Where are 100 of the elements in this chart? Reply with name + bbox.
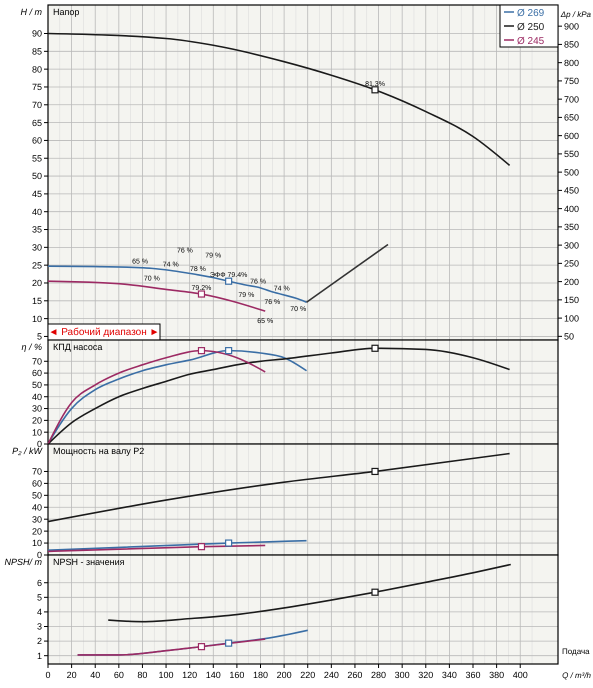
y2-tick-label: 450 bbox=[564, 186, 580, 196]
y-tick-label: 4 bbox=[36, 607, 42, 618]
chart-title: Напор bbox=[53, 7, 80, 17]
point bbox=[225, 278, 232, 285]
y2-tick-label: 350 bbox=[564, 222, 580, 232]
x-tick-label: 360 bbox=[465, 670, 481, 680]
y-tick-label: 30 bbox=[32, 242, 42, 252]
y-tick-label: 50 bbox=[32, 380, 42, 390]
x-tick-label: 140 bbox=[206, 670, 221, 680]
x-tick-label: 20 bbox=[66, 670, 77, 680]
annotation: ◄ Рабочий диапазон ► bbox=[48, 327, 160, 338]
y2-tick-label: 850 bbox=[564, 40, 580, 50]
y-axis-title: η / % bbox=[21, 342, 42, 352]
x-tick-label: 260 bbox=[347, 670, 362, 680]
y-tick-label: 1 bbox=[36, 650, 42, 661]
legend-label: Ø 250 bbox=[517, 22, 545, 33]
x-tick-label: 40 bbox=[90, 670, 100, 680]
y-tick-label: 90 bbox=[32, 28, 42, 39]
y-tick-label: 80 bbox=[32, 64, 42, 74]
y-tick-label: 45 bbox=[32, 189, 42, 200]
y-tick-label: 70 bbox=[32, 466, 42, 477]
point bbox=[225, 640, 232, 647]
y2-tick-label: 50 bbox=[564, 332, 574, 342]
y-tick-label: 25 bbox=[32, 260, 42, 270]
x-tick-label: 300 bbox=[394, 670, 410, 680]
x-tick-label: 180 bbox=[252, 670, 268, 680]
y-tick-label: 6 bbox=[36, 578, 42, 588]
y-tick-label: 70 bbox=[32, 356, 42, 366]
x-axis-title: Q / m³/h bbox=[562, 671, 592, 680]
text: Подача bbox=[562, 647, 590, 656]
y2-tick-label: 150 bbox=[564, 295, 580, 306]
x-tick-label: 280 bbox=[371, 670, 386, 680]
x-tick-label: 200 bbox=[276, 670, 292, 680]
point bbox=[371, 588, 379, 596]
y2-tick-label: 750 bbox=[564, 76, 580, 86]
line-series bbox=[47, 32, 510, 166]
legend-label: Ø 245 bbox=[517, 36, 545, 47]
y-tick-label: 75 bbox=[32, 82, 42, 92]
x-tick-label: 0 bbox=[45, 670, 51, 680]
y2-tick-label: 200 bbox=[564, 276, 580, 287]
y2-tick-label: 900 bbox=[564, 21, 580, 32]
y-axis-title: H / m bbox=[20, 7, 42, 17]
chart-title: Мощность на валу P2 bbox=[53, 446, 144, 456]
y2-tick-label: 300 bbox=[564, 240, 580, 250]
chart-title: NPSH - значения bbox=[53, 557, 125, 567]
y-tick-label: 55 bbox=[32, 153, 42, 164]
y2-tick-label: 100 bbox=[564, 313, 580, 324]
chart-title: КПД насоса bbox=[53, 342, 102, 352]
y2-tick-label: 500 bbox=[564, 167, 580, 178]
x-tick-label: 400 bbox=[512, 670, 528, 680]
y2-tick-label: 650 bbox=[564, 112, 580, 123]
point bbox=[225, 539, 232, 547]
y-tick-label: 60 bbox=[32, 368, 42, 378]
point bbox=[371, 86, 379, 94]
x-tick-label: 120 bbox=[182, 670, 198, 680]
y-tick-label: 10 bbox=[32, 427, 42, 438]
point bbox=[198, 643, 206, 650]
y-tick-label: 50 bbox=[32, 490, 42, 500]
line-series bbox=[76, 638, 266, 656]
x-tick-label: 60 bbox=[114, 670, 124, 680]
y-tick-label: 5 bbox=[36, 592, 42, 602]
x-tick-label: 100 bbox=[158, 670, 174, 680]
y-tick-label: 70 bbox=[32, 100, 42, 110]
y2-tick-label: 550 bbox=[564, 149, 580, 160]
y-tick-label: 20 bbox=[32, 526, 42, 536]
y2-tick-label: 700 bbox=[564, 94, 580, 104]
y2-tick-label: 600 bbox=[564, 130, 580, 141]
point bbox=[198, 543, 206, 550]
line-series bbox=[47, 265, 308, 304]
y-tick-label: 20 bbox=[32, 278, 42, 288]
y2-tick-label: 800 bbox=[564, 58, 580, 68]
y-tick-label: 5 bbox=[36, 332, 42, 342]
y-tick-label: 35 bbox=[32, 224, 42, 235]
y-tick-label: 10 bbox=[32, 314, 42, 324]
x-tick-label: 160 bbox=[229, 670, 244, 680]
y-tick-label: 40 bbox=[32, 206, 42, 217]
y-tick-label: 60 bbox=[32, 136, 42, 146]
line-series bbox=[47, 280, 266, 312]
line-series bbox=[107, 564, 512, 622]
y-tick-label: 60 bbox=[32, 478, 42, 489]
point bbox=[198, 290, 206, 298]
y2-tick-label: 250 bbox=[564, 258, 580, 269]
y-tick-label: 30 bbox=[32, 404, 42, 414]
y2-axis-title: Δp / kPa bbox=[560, 10, 592, 19]
point bbox=[371, 468, 379, 476]
x-tick-label: 340 bbox=[442, 670, 457, 680]
y-tick-label: 10 bbox=[32, 538, 42, 548]
y-tick-label: 20 bbox=[32, 416, 42, 426]
y-tick-label: 40 bbox=[32, 392, 42, 402]
x-tick-label: 240 bbox=[324, 670, 339, 680]
y-tick-label: 50 bbox=[32, 171, 42, 182]
x-tick-label: 320 bbox=[418, 670, 434, 680]
y-tick-label: 15 bbox=[32, 296, 42, 306]
x-tick-label: 80 bbox=[137, 670, 148, 680]
y-tick-label: 65 bbox=[32, 118, 42, 128]
y-tick-label: 3 bbox=[36, 622, 42, 632]
y-tick-label: 40 bbox=[32, 502, 42, 512]
legend-label: Ø 269 bbox=[517, 8, 545, 19]
y-tick-label: 30 bbox=[32, 514, 42, 524]
x-tick-label: 220 bbox=[300, 670, 316, 680]
